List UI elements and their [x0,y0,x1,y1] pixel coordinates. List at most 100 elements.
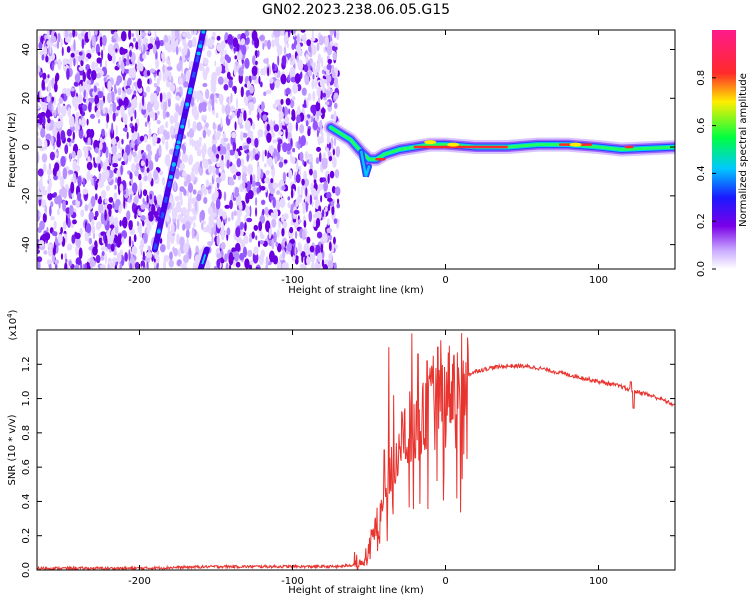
noise-speck [148,121,151,128]
noise-speck [277,141,281,153]
noise-speck [158,125,165,135]
noise-speck [271,62,275,72]
noise-speck [94,94,100,104]
noise-speck [154,112,158,121]
noise-speck [211,71,217,84]
noise-speck [43,250,48,255]
noise-speck [53,96,56,106]
noise-speck [307,128,311,137]
noise-speck [91,61,96,71]
noise-speck [282,171,287,182]
noise-speck [169,83,176,92]
noise-speck [134,213,137,220]
noise-speck [89,113,96,119]
noise-speck [90,128,94,139]
noise-speck [203,196,208,204]
noise-speck [297,186,300,197]
noise-speck [221,104,226,114]
noise-speck [144,121,148,128]
noise-speck [53,231,58,237]
noise-speck [104,197,108,204]
noise-speck [235,171,241,177]
noise-speck [84,132,87,138]
noise-speck [91,46,96,53]
noise-speck [74,263,80,269]
noise-speck [47,74,50,79]
noise-speck [223,191,227,201]
noise-speck [148,149,153,157]
noise-speck [95,109,101,118]
noise-speck [326,147,329,153]
noise-speck [251,74,257,81]
noise-speck [247,249,253,258]
noise-speck [274,99,281,105]
noise-speck [172,246,175,254]
noise-speck [127,105,133,118]
noise-speck [210,93,215,101]
noise-speck [276,243,282,253]
noise-speck [257,129,264,138]
noise-speck [309,168,313,176]
noise-speck [303,64,309,73]
noise-speck [215,153,220,159]
noise-speck [217,145,221,152]
noise-speck [43,42,46,48]
noise-speck [135,30,140,38]
noise-speck [163,254,170,262]
noise-speck [269,77,274,84]
noise-speck [274,36,278,47]
noise-speck [147,78,150,85]
noise-speck [93,160,96,168]
snr-background [37,330,675,570]
y-tick-label: 0.2 [21,528,32,544]
noise-speck [118,56,122,66]
noise-speck [231,211,234,221]
noise-speck [263,163,267,168]
noise-speck [119,262,123,269]
noise-speck [285,143,292,152]
noise-speck [131,84,134,92]
noise-speck [211,139,218,145]
noise-speck [101,49,104,60]
noise-speck [75,124,80,131]
noise-speck [141,107,147,115]
noise-speck [95,221,102,229]
noise-speck [82,188,89,195]
noise-speck [290,98,295,109]
noise-speck [224,104,231,116]
x-tick-label: 0 [442,576,448,587]
noise-speck [118,98,122,108]
noise-speck [212,168,216,180]
noise-speck [124,68,130,74]
noise-speck [155,58,160,69]
noise-speck [179,162,185,170]
noise-speck [332,51,337,61]
noise-speck [328,241,332,252]
spectrogram-frame [36,29,676,270]
noise-speck [294,245,297,257]
noise-speck [258,221,263,232]
noise-speck [300,135,307,147]
noise-speck [66,128,72,137]
noise-speck [95,67,102,73]
noise-speck [276,229,280,238]
noise-speck [244,30,250,37]
noise-speck [183,254,189,264]
noise-speck [306,97,309,109]
noise-speck [53,220,57,230]
noise-speck [321,209,325,218]
x-tick-label: -100 [281,275,304,286]
noise-speck [120,30,127,42]
noise-speck [320,90,323,100]
noise-speck [139,231,143,239]
noise-speck [204,122,209,128]
noise-speck [75,257,82,266]
y-tick-label: -40 [21,236,32,252]
noise-speck [268,144,275,154]
noise-speck [297,41,301,53]
noise-speck [304,75,310,86]
noise-speck [322,84,326,94]
noise-speck [164,154,171,167]
noise-speck [85,223,92,234]
noise-speck [302,159,305,166]
